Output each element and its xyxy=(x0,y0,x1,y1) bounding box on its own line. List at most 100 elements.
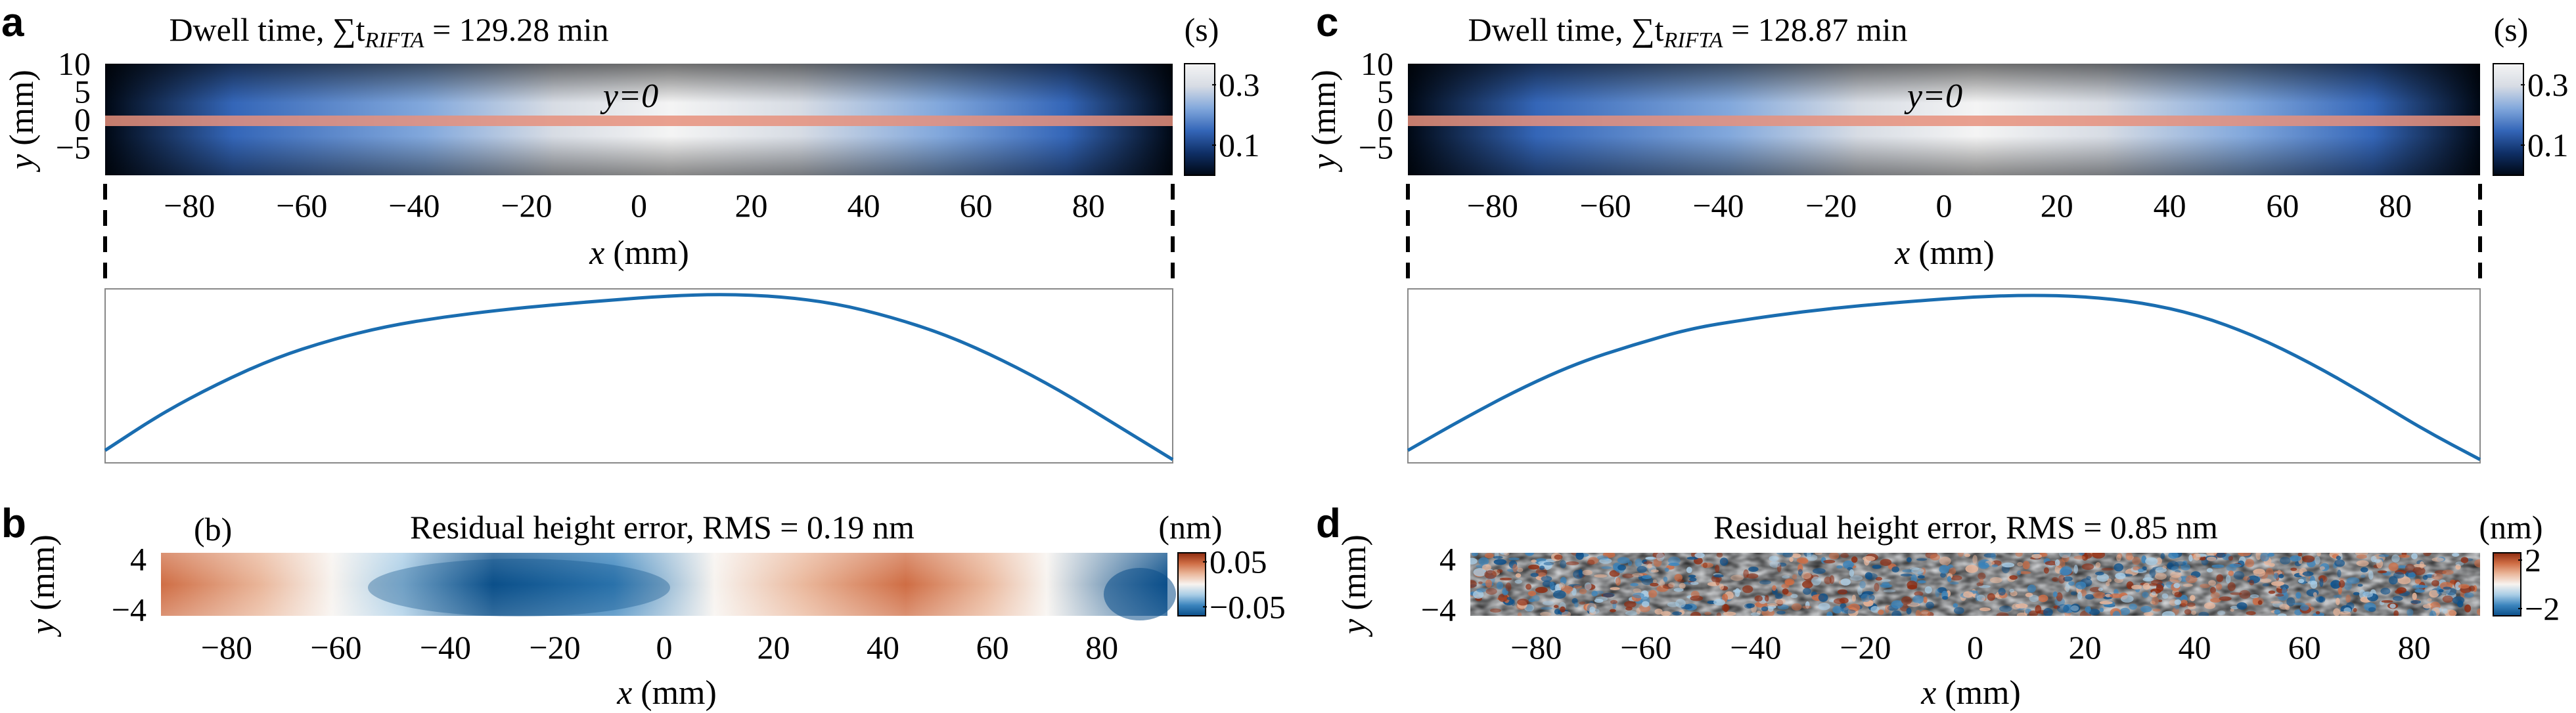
colorbar-ticks-b: 0.05 −0.05 xyxy=(1203,544,1286,625)
panel-label-a: a xyxy=(1,0,24,45)
xlabel-b: x (mm) xyxy=(616,674,717,712)
x-tick-label: 80 xyxy=(1072,187,1105,224)
x-tick-label: −20 xyxy=(529,629,580,666)
x-tick-label: −60 xyxy=(276,187,327,224)
x-tick-label: −40 xyxy=(420,629,471,666)
y-tick-label: −5 xyxy=(1359,129,1393,166)
x-tick-label: 80 xyxy=(2398,629,2431,666)
profile-box-a xyxy=(104,288,1173,464)
title-b: Residual height error, RMS = 0.19 nm xyxy=(410,509,915,546)
x-tick-label: −80 xyxy=(164,187,215,224)
ylabel-d: y (mm) xyxy=(1336,534,1373,637)
title-c: Dwell time, ∑tRIFTA = 128.87 min xyxy=(1468,11,1907,53)
ylabel-c: y (mm) xyxy=(1305,70,1343,173)
x-tick-label: −80 xyxy=(1510,629,1562,666)
colorbar-tick-label: 0.1 xyxy=(1219,127,1260,163)
residual-map-shade-b xyxy=(161,553,1167,616)
x-tick-label: 40 xyxy=(2154,187,2186,224)
y-ticks-b: 4−4 xyxy=(112,541,147,628)
y-tick-label: −4 xyxy=(1421,591,1456,628)
y-tick-label: −5 xyxy=(56,129,91,166)
x-tick-label: 60 xyxy=(2266,187,2299,224)
y-tick-label: 4 xyxy=(1439,541,1456,578)
x-tick-label: −80 xyxy=(1467,187,1518,224)
colorbar-c xyxy=(2493,63,2524,176)
y-tick-label: 5 xyxy=(1377,74,1393,110)
panel-label-b: b xyxy=(1,501,26,546)
colorbar-tick-label: 0.05 xyxy=(1209,544,1267,580)
x-tick-label: 60 xyxy=(976,629,1009,666)
x-tick-label: 40 xyxy=(2179,629,2211,666)
colorbar-unit-a: (s) xyxy=(1185,11,1219,48)
x-tick-label: 80 xyxy=(2379,187,2412,224)
x-tick-label: 20 xyxy=(2069,629,2102,666)
x-tick-label: 0 xyxy=(1967,629,1983,666)
residual-blob-b2 xyxy=(1104,568,1176,620)
xlabel-a: x (mm) xyxy=(589,234,689,272)
x-ticks-a: −80 −60 −40 −20 0 20 40 60 80 xyxy=(164,187,1105,224)
x-tick-label: 0 xyxy=(631,187,647,224)
x-tick-label: 20 xyxy=(757,629,790,666)
xlabel-d: x (mm) xyxy=(1920,674,2021,712)
x-tick-label: −80 xyxy=(201,629,252,666)
x-tick-label: −20 xyxy=(501,187,552,224)
y0-line-c xyxy=(1408,116,2480,126)
ylabel-a: y (mm) xyxy=(3,70,41,173)
colorbar-a xyxy=(1184,63,1215,176)
colorbar-ticks-d: 2−2 xyxy=(2518,542,2560,627)
x-tick-label: −60 xyxy=(1620,629,1671,666)
colorbar-tick-label: −0.05 xyxy=(1209,588,1286,625)
x-tick-label: −40 xyxy=(388,187,440,224)
x-ticks-c: −80 −60 −40 −20 0 20 40 60 80 xyxy=(1467,187,2412,224)
panel-b: b (b) Residual height error, RMS = 0.19 … xyxy=(1,501,1286,712)
x-tick-label: −20 xyxy=(1840,629,1891,666)
colorbar-unit-c: (s) xyxy=(2494,11,2529,48)
x-tick-label: 40 xyxy=(847,187,880,224)
colorbar-b xyxy=(1177,552,1206,616)
profile-line-a xyxy=(104,293,1174,462)
xlabel-c: x (mm) xyxy=(1894,234,1995,272)
inset-label-b: (b) xyxy=(194,511,232,548)
colorbar-tick-label: 2 xyxy=(2525,542,2541,578)
panel-label-d: d xyxy=(1316,501,1341,546)
y-tick-label: 10 xyxy=(58,45,91,82)
colorbar-ticks-a: 0.3 0.1 xyxy=(1212,66,1260,163)
x-tick-label: −60 xyxy=(310,629,361,666)
title-a: Dwell time, ∑tRIFTA = 129.28 min xyxy=(169,11,608,53)
y0-line-a xyxy=(105,116,1173,126)
x-tick-label: −40 xyxy=(1692,187,1744,224)
residual-blob-b xyxy=(368,559,670,616)
y-tick-label: 0 xyxy=(74,101,91,138)
colorbar-unit-d: (nm) xyxy=(2479,509,2542,546)
colorbar-tick-label: 0.3 xyxy=(1219,66,1260,103)
x-tick-label: −60 xyxy=(1580,187,1631,224)
colorbar-tick-label: 0.1 xyxy=(2527,127,2569,163)
colorbar-ticks-c: 0.3 0.1 xyxy=(2521,66,2569,163)
x-tick-label: 80 xyxy=(1085,629,1118,666)
x-tick-label: −20 xyxy=(1805,187,1857,224)
panel-label-c: c xyxy=(1316,0,1338,45)
x-tick-label: 40 xyxy=(867,629,899,666)
x-tick-label: 60 xyxy=(2288,629,2321,666)
colorbar-d xyxy=(2493,552,2521,616)
y-ticks-d: 4−4 xyxy=(1421,541,1456,628)
x-tick-label: −40 xyxy=(1730,629,1781,666)
y-tick-label: 5 xyxy=(74,74,91,110)
y0-label-a: y=0 xyxy=(600,77,658,115)
x-tick-label: 60 xyxy=(960,187,993,224)
colorbar-tick-label: −2 xyxy=(2525,590,2560,627)
x-ticks-b: −80 −60 −40 −20 0 20 40 60 80 xyxy=(201,629,1118,666)
panel-d: d Residual height error, RMS = 0.85 nm 4… xyxy=(1316,501,2560,712)
y-tick-label: −4 xyxy=(112,591,147,628)
x-tick-label: 0 xyxy=(1936,187,1953,224)
title-d: Residual height error, RMS = 0.85 nm xyxy=(1713,509,2218,546)
x-tick-label: 0 xyxy=(656,629,673,666)
profile-box-c xyxy=(1407,288,2481,464)
panel-a: a Dwell time, ∑tRIFTA = 129.28 min y=0 1… xyxy=(1,0,1260,464)
x-tick-label: 20 xyxy=(735,187,768,224)
y0-label-c: y=0 xyxy=(1904,77,1962,115)
profile-line-c xyxy=(1407,293,2481,462)
x-ticks-d: −80 −60 −40 −20 0 20 40 60 80 xyxy=(1510,629,2431,666)
